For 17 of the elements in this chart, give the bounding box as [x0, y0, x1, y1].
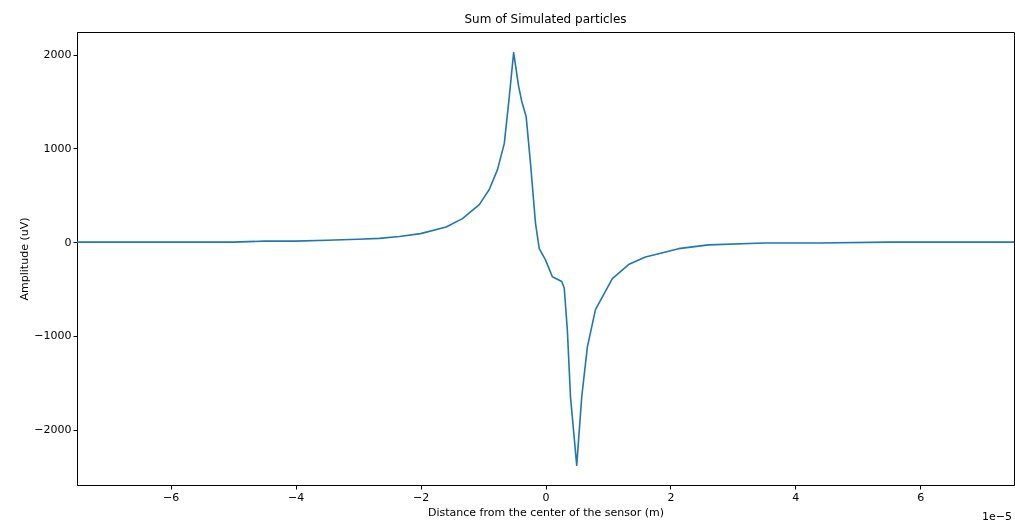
x-tick-label: −2 [412, 490, 430, 504]
y-tick-label: 2000 [43, 48, 72, 62]
x-tick-label: 2 [667, 490, 675, 504]
x-tick-label: 6 [917, 490, 925, 504]
line-series [76, 51, 1015, 467]
y-tick-label: 0 [64, 235, 72, 249]
x-axis-title: Distance from the center of the sensor (m) [427, 505, 665, 519]
x-tick-label: −6 [163, 490, 180, 504]
x-tick-label: 0 [542, 490, 550, 504]
x-tick-label: −4 [288, 490, 305, 504]
chart-title: Sum of Simulated particles [464, 12, 627, 26]
text: 1e−5 [982, 510, 1012, 523]
y-tick-label: 1000 [43, 141, 72, 155]
y-tick-label: −1000 [34, 329, 72, 343]
y-tick-label: −2000 [34, 423, 72, 437]
y-axis-title: Amplitude (uV) [18, 217, 32, 301]
x-tick-label: 4 [792, 490, 800, 504]
